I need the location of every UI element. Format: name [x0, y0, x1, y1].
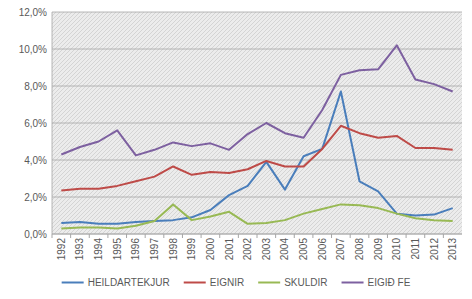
legend-label: HEILDARTEKJUR: [88, 277, 170, 288]
legend-label: EIGIÐ FE: [368, 277, 411, 288]
x-tick: [163, 234, 164, 238]
x-tick: [368, 234, 369, 238]
y-tick-label: 8,0%: [24, 81, 47, 92]
x-tick-label: 2005: [298, 238, 309, 261]
x-tick: [126, 234, 127, 238]
x-tick-label: 2006: [317, 238, 328, 261]
x-tick: [145, 234, 146, 238]
y-tick-label: 12,0%: [19, 7, 47, 18]
x-tick: [312, 234, 313, 238]
x-tick: [219, 234, 220, 238]
y-axis: [52, 12, 53, 234]
x-tick-label: 2007: [335, 238, 346, 261]
series-line: [61, 204, 452, 228]
x-tick: [89, 234, 90, 238]
x-tick: [294, 234, 295, 238]
series-group: [61, 45, 452, 228]
x-tick-label: 2000: [205, 238, 216, 261]
x-tick-label: 2008: [354, 238, 365, 261]
x-tick-label: 1999: [186, 238, 197, 261]
x-tick-label: 1998: [168, 238, 179, 261]
y-tick-label: 6,0%: [24, 118, 47, 129]
x-tick-label: 2009: [373, 238, 384, 261]
legend-swatch: [184, 282, 206, 284]
x-tick: [350, 234, 351, 238]
y-tick-label: 10,0%: [19, 44, 47, 55]
x-tick: [107, 234, 108, 238]
x-tick-label: 1996: [130, 238, 141, 261]
legend-swatch: [258, 282, 280, 284]
x-tick-label: 1993: [74, 238, 85, 261]
x-tick-label: 1995: [112, 238, 123, 261]
x-tick: [238, 234, 239, 238]
x-tick: [424, 234, 425, 238]
x-tick: [406, 234, 407, 238]
x-tick: [70, 234, 71, 238]
x-tick: [387, 234, 388, 238]
x-tick-label: 2013: [447, 238, 458, 261]
x-tick: [201, 234, 202, 238]
x-tick-label: 2002: [242, 238, 253, 261]
legend-swatch: [62, 282, 84, 284]
y-tick-label: 2,0%: [24, 192, 47, 203]
grid-line: [52, 12, 462, 13]
x-tick: [182, 234, 183, 238]
y-tick-label: 4,0%: [24, 155, 47, 166]
legend: HEILDARTEKJUR EIGNIR SKULDIR EIGIÐ FE: [62, 277, 411, 288]
x-tick-label: 1997: [149, 238, 160, 261]
grid-line: [52, 160, 462, 161]
series-line: [61, 92, 452, 224]
x-tick-label: 2003: [261, 238, 272, 261]
x-tick-label: 2010: [391, 238, 402, 261]
x-tick: [331, 234, 332, 238]
grid-line: [52, 49, 462, 50]
x-tick: [257, 234, 258, 238]
x-tick-label: 2004: [279, 238, 290, 261]
grid-line: [52, 197, 462, 198]
grid-line: [52, 86, 462, 87]
x-tick: [275, 234, 276, 238]
y-tick-label: 0,0%: [24, 229, 47, 240]
plot-background: [52, 12, 462, 234]
x-tick: [443, 234, 444, 238]
x-tick-label: 1992: [56, 238, 67, 261]
legend-swatch: [342, 282, 364, 284]
x-tick-label: 2001: [224, 238, 235, 261]
grid-line: [52, 123, 462, 124]
x-tick-label: 2011: [410, 238, 421, 260]
x-tick-label: 1994: [93, 238, 104, 261]
legend-label: SKULDIR: [284, 277, 327, 288]
x-tick-label: 2012: [429, 238, 440, 261]
series-line: [61, 45, 452, 155]
legend-label: EIGNIR: [210, 277, 244, 288]
chart: 0,0% 2,0% 4,0% 6,0% 8,0% 10,0% 12,0% 1992 1993 19…: [0, 0, 472, 299]
x-tick: [52, 234, 53, 238]
